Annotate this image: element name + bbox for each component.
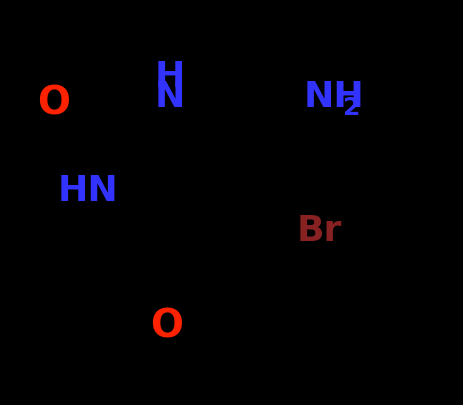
Text: O: O — [37, 84, 70, 122]
Text: O: O — [150, 307, 183, 345]
Text: HN: HN — [58, 173, 118, 207]
Text: H: H — [154, 60, 184, 94]
Text: N: N — [154, 80, 184, 114]
Text: Br: Br — [296, 214, 342, 248]
Text: NH: NH — [303, 80, 364, 114]
Text: 2: 2 — [343, 95, 360, 119]
